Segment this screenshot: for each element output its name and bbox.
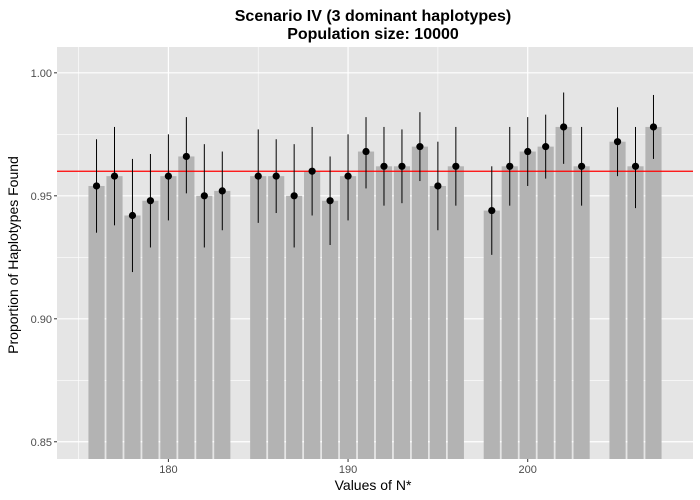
bar: [268, 176, 285, 459]
x-axis-title: Values of N*: [335, 477, 412, 493]
data-point: [434, 182, 442, 190]
data-point: [182, 152, 190, 161]
y-tick-label: 0.85: [31, 437, 52, 449]
bar: [106, 176, 123, 459]
data-point: [200, 192, 208, 200]
data-point: [542, 143, 550, 151]
x-tick-label: 180: [159, 464, 177, 476]
bars: [88, 126, 662, 460]
data-point: [326, 197, 334, 205]
bar: [447, 166, 464, 459]
x-tick-label: 200: [519, 464, 537, 476]
bar: [178, 156, 195, 459]
bar: [124, 215, 141, 459]
data-point: [488, 206, 496, 215]
data-point: [128, 211, 137, 220]
data-point: [92, 182, 101, 190]
bar: [375, 166, 393, 459]
data-point: [254, 172, 262, 180]
bar: [88, 185, 105, 459]
bar: [645, 126, 662, 459]
data-point: [524, 147, 532, 156]
bar: [357, 151, 375, 460]
data-point: [344, 172, 352, 180]
data-point: [380, 162, 388, 170]
data-point: [362, 147, 370, 156]
x-axis: 180 190 200: [159, 459, 537, 476]
bar: [609, 141, 626, 460]
bar: [142, 200, 159, 460]
points: [92, 123, 658, 220]
bar: [501, 166, 518, 459]
data-point: [218, 187, 226, 195]
y-axis-title: Proportion of Haplotypes Found: [5, 156, 21, 354]
chart-title: Scenario IV (3 dominant haplotypes): [235, 8, 512, 25]
bar: [483, 210, 500, 459]
data-point: [308, 167, 316, 175]
data-point: [146, 197, 155, 205]
bar: [214, 190, 231, 460]
data-point: [290, 192, 298, 200]
bar: [196, 195, 213, 459]
data-point: [613, 138, 622, 146]
bar: [286, 195, 303, 459]
data-point: [506, 162, 514, 170]
y-axis: 0.85 0.90 0.95 1.00: [31, 68, 57, 449]
bar: [322, 200, 339, 460]
data-point: [272, 172, 280, 180]
bar: [250, 176, 267, 459]
y-tick-label: 0.90: [31, 314, 52, 326]
data-point: [649, 123, 658, 131]
data-point: [560, 123, 568, 131]
bar: [411, 146, 428, 459]
data-point: [416, 143, 424, 151]
data-point: [164, 172, 172, 180]
data-point: [398, 162, 406, 170]
y-tick-label: 1.00: [31, 68, 52, 80]
bar: [627, 166, 644, 459]
bar: [519, 151, 536, 460]
data-point: [631, 162, 640, 170]
chart-subtitle: Population size: 10000: [287, 26, 459, 43]
bar: [555, 126, 572, 459]
data-point: [110, 172, 119, 180]
y-tick-label: 0.95: [31, 191, 52, 203]
bar: [537, 146, 554, 459]
data-point: [452, 162, 460, 170]
bar: [573, 166, 590, 459]
x-tick-label: 190: [339, 464, 357, 476]
bar: [429, 185, 446, 459]
bar: [160, 176, 177, 459]
bar: [339, 176, 357, 459]
data-point: [578, 162, 586, 170]
bar: [393, 166, 411, 459]
bar: [304, 171, 321, 460]
